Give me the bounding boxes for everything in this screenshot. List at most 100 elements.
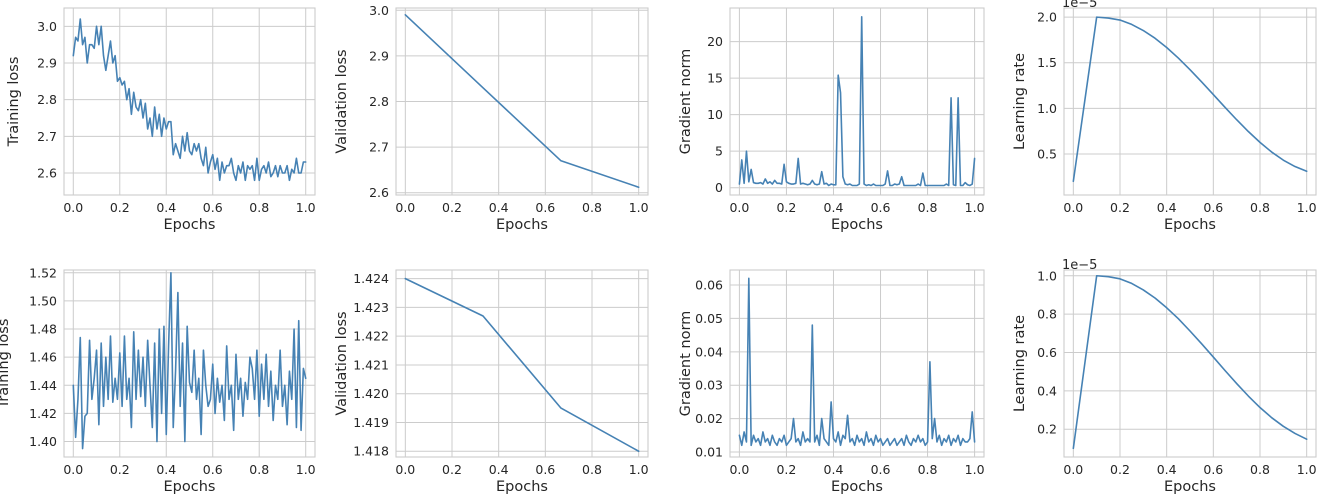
y-tick-label: 1.0 <box>1037 268 1057 283</box>
series-line <box>738 277 976 447</box>
y-tick-label: 2.8 <box>369 94 389 109</box>
y-tick-label: 1.48 <box>29 322 57 337</box>
y-tick-label: 1.418 <box>353 444 389 459</box>
series-line <box>404 277 640 453</box>
x-tick-label: 0.0 <box>1063 462 1083 477</box>
y-tick-label: 0.8 <box>1037 307 1057 322</box>
y-tick-label: 1.420 <box>353 386 389 401</box>
x-tick-label: 0.2 <box>110 462 130 477</box>
x-tick-label: 0.4 <box>489 200 509 215</box>
y-tick-label: 2.9 <box>369 48 389 63</box>
x-axis-label: Epochs <box>831 217 883 233</box>
x-tick-label: 0.8 <box>1250 200 1270 215</box>
x-tick-label: 1.0 <box>296 462 316 477</box>
y-tick-label: 1.50 <box>29 293 57 308</box>
x-tick-label: 0.8 <box>249 462 269 477</box>
x-axis-label: Epochs <box>164 217 216 233</box>
x-axis-label: Epochs <box>496 479 548 495</box>
y-tick-label: 0.02 <box>695 411 723 426</box>
plot-frame <box>1063 7 1317 196</box>
x-tick-label: 0.2 <box>776 200 796 215</box>
y-axis-label: Gradient norm <box>678 311 694 417</box>
y-tick-label: 3.0 <box>37 19 57 34</box>
chart-panel-3: 0 5 10 15 20 0.0 0.2 0.4 0.6 0.8 1.0 Epochs Gradient… <box>678 7 985 233</box>
y-tick-label: 1.422 <box>353 329 389 344</box>
x-tick-label: 0.0 <box>729 200 749 215</box>
y-tick-label: 15 <box>707 71 723 86</box>
x-tick-label: 0.0 <box>63 462 83 477</box>
plot-frame <box>1063 269 1317 458</box>
x-axis-label: Epochs <box>1164 217 1216 233</box>
x-tick-label: 0.6 <box>535 462 555 477</box>
chart-panel-6: 1.418 1.419 1.420 1.421 1.422 1.423 1.424 0.0 0.… <box>334 269 649 495</box>
y-tick-label: 2.6 <box>37 166 57 181</box>
x-tick-label: 0.4 <box>1157 200 1177 215</box>
y-tick-label: 1.40 <box>29 434 57 449</box>
x-tick-label: 0.6 <box>1203 200 1223 215</box>
x-tick-label: 1.0 <box>1297 462 1317 477</box>
plot-frame <box>729 7 985 196</box>
y-axis-label: Validation loss <box>334 311 350 415</box>
y-tick-label: 1.5 <box>1037 55 1057 70</box>
y-tick-label: 2.8 <box>37 92 57 107</box>
x-tick-label: 0.6 <box>535 200 555 215</box>
x-tick-label: 0.0 <box>395 200 415 215</box>
plot-frame <box>395 269 649 458</box>
y-tick-label: 1.424 <box>353 271 389 286</box>
y-tick-label: 1.44 <box>29 378 57 393</box>
y-tick-label: 5 <box>715 144 723 159</box>
y-tick-label: 1.0 <box>1037 101 1057 116</box>
y-tick-label: 2.7 <box>37 129 57 144</box>
y-axis-label: Validation loss <box>334 49 350 153</box>
chart-panel-8: 0.2 0.4 0.6 0.8 1.0 0.0 0.2 0.4 0.6 0.8 1.0 Epochs L… <box>1012 258 1317 495</box>
x-tick-label: 0.8 <box>582 462 602 477</box>
y-tick-label: 0.05 <box>695 311 723 326</box>
y-offset-label: 1e−5 <box>1062 0 1097 11</box>
y-offset-label: 1e−5 <box>1062 258 1097 273</box>
x-tick-label: 0.0 <box>395 462 415 477</box>
x-tick-label: 0.2 <box>442 200 462 215</box>
x-tick-label: 0.2 <box>1110 200 1130 215</box>
chart-panel-2: 2.6 2.7 2.8 2.9 3.0 0.0 0.2 0.4 0.6 0.8 1.0 Epochs V… <box>334 3 649 233</box>
y-tick-label: 2.7 <box>369 140 389 155</box>
x-tick-label: 0.8 <box>918 200 938 215</box>
x-tick-label: 0.2 <box>442 462 462 477</box>
x-tick-label: 0.6 <box>1203 462 1223 477</box>
y-tick-label: 1.46 <box>29 350 57 365</box>
y-tick-label: 1.421 <box>353 357 389 372</box>
y-tick-label: 2.0 <box>1037 10 1057 25</box>
x-tick-label: 0.4 <box>1157 462 1177 477</box>
y-tick-label: 20 <box>707 34 723 49</box>
series-line <box>1072 16 1308 183</box>
x-tick-label: 1.0 <box>629 462 649 477</box>
x-tick-label: 1.0 <box>965 200 985 215</box>
chart-panel-5: 1.40 1.42 1.44 1.46 1.48 1.50 1.52 0.0 0.2 0.4 0.6… <box>0 265 316 495</box>
y-tick-label: 2.6 <box>369 185 389 200</box>
x-tick-label: 0.0 <box>729 462 749 477</box>
y-tick-label: 0.4 <box>1037 383 1057 398</box>
y-axis-label: Learning rate <box>1012 315 1028 412</box>
y-axis-label: Training loss <box>6 57 22 148</box>
y-tick-label: 3.0 <box>369 3 389 18</box>
plot-frame <box>729 269 985 458</box>
x-axis-label: Epochs <box>496 217 548 233</box>
y-axis-label: Learning rate <box>1012 53 1028 150</box>
x-tick-label: 1.0 <box>1297 200 1317 215</box>
series-line <box>72 272 307 450</box>
y-tick-label: 1.419 <box>353 415 389 430</box>
y-tick-label: 0.2 <box>1037 422 1057 437</box>
x-axis-label: Epochs <box>1164 479 1216 495</box>
plot-frame <box>63 7 316 196</box>
y-tick-label: 1.52 <box>29 265 57 280</box>
x-tick-label: 0.8 <box>582 200 602 215</box>
y-tick-label: 0.03 <box>695 378 723 393</box>
x-tick-label: 0.6 <box>203 200 223 215</box>
series-line <box>404 14 640 189</box>
y-tick-label: 1.423 <box>353 300 389 315</box>
x-tick-label: 0.4 <box>156 200 176 215</box>
y-tick-label: 0.04 <box>695 344 723 359</box>
x-tick-label: 1.0 <box>965 462 985 477</box>
y-tick-label: 0.5 <box>1037 146 1057 161</box>
y-tick-label: 0 <box>715 180 723 195</box>
